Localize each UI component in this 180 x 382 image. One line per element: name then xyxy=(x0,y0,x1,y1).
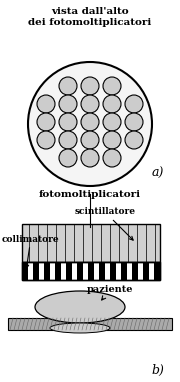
Bar xyxy=(132,262,138,280)
Bar xyxy=(99,262,105,280)
Text: paziente: paziente xyxy=(87,285,133,300)
Circle shape xyxy=(59,149,77,167)
Circle shape xyxy=(37,95,55,113)
Text: fotomoltiplicatori: fotomoltiplicatori xyxy=(39,190,141,199)
Bar xyxy=(22,262,28,280)
Ellipse shape xyxy=(35,291,125,323)
Bar xyxy=(110,262,116,280)
Bar xyxy=(22,262,160,280)
Bar xyxy=(55,262,60,280)
Circle shape xyxy=(59,113,77,131)
Text: scintillatore: scintillatore xyxy=(75,207,136,240)
Circle shape xyxy=(103,77,121,95)
Circle shape xyxy=(81,113,99,131)
Circle shape xyxy=(81,131,99,149)
Bar xyxy=(143,262,148,280)
Circle shape xyxy=(59,77,77,95)
Circle shape xyxy=(28,62,152,186)
Circle shape xyxy=(125,113,143,131)
Circle shape xyxy=(103,149,121,167)
Text: b): b) xyxy=(152,364,165,377)
Circle shape xyxy=(81,149,99,167)
Circle shape xyxy=(59,131,77,149)
Bar xyxy=(22,224,160,262)
Circle shape xyxy=(103,131,121,149)
Bar xyxy=(33,262,39,280)
Circle shape xyxy=(125,95,143,113)
Bar xyxy=(88,262,93,280)
Text: a): a) xyxy=(152,167,164,180)
Circle shape xyxy=(103,113,121,131)
Bar xyxy=(121,262,127,280)
Circle shape xyxy=(81,95,99,113)
Bar xyxy=(154,262,159,280)
Circle shape xyxy=(103,95,121,113)
Circle shape xyxy=(81,77,99,95)
Text: collimatore: collimatore xyxy=(2,235,60,269)
Bar xyxy=(44,262,50,280)
Circle shape xyxy=(125,131,143,149)
Bar xyxy=(22,262,160,280)
Circle shape xyxy=(59,95,77,113)
Text: vista dall'alto
dei fotomoltiplicatori: vista dall'alto dei fotomoltiplicatori xyxy=(28,7,152,27)
Bar xyxy=(77,262,82,280)
Circle shape xyxy=(37,131,55,149)
Circle shape xyxy=(37,113,55,131)
Bar xyxy=(8,318,172,330)
Ellipse shape xyxy=(50,323,110,333)
Bar xyxy=(66,262,71,280)
